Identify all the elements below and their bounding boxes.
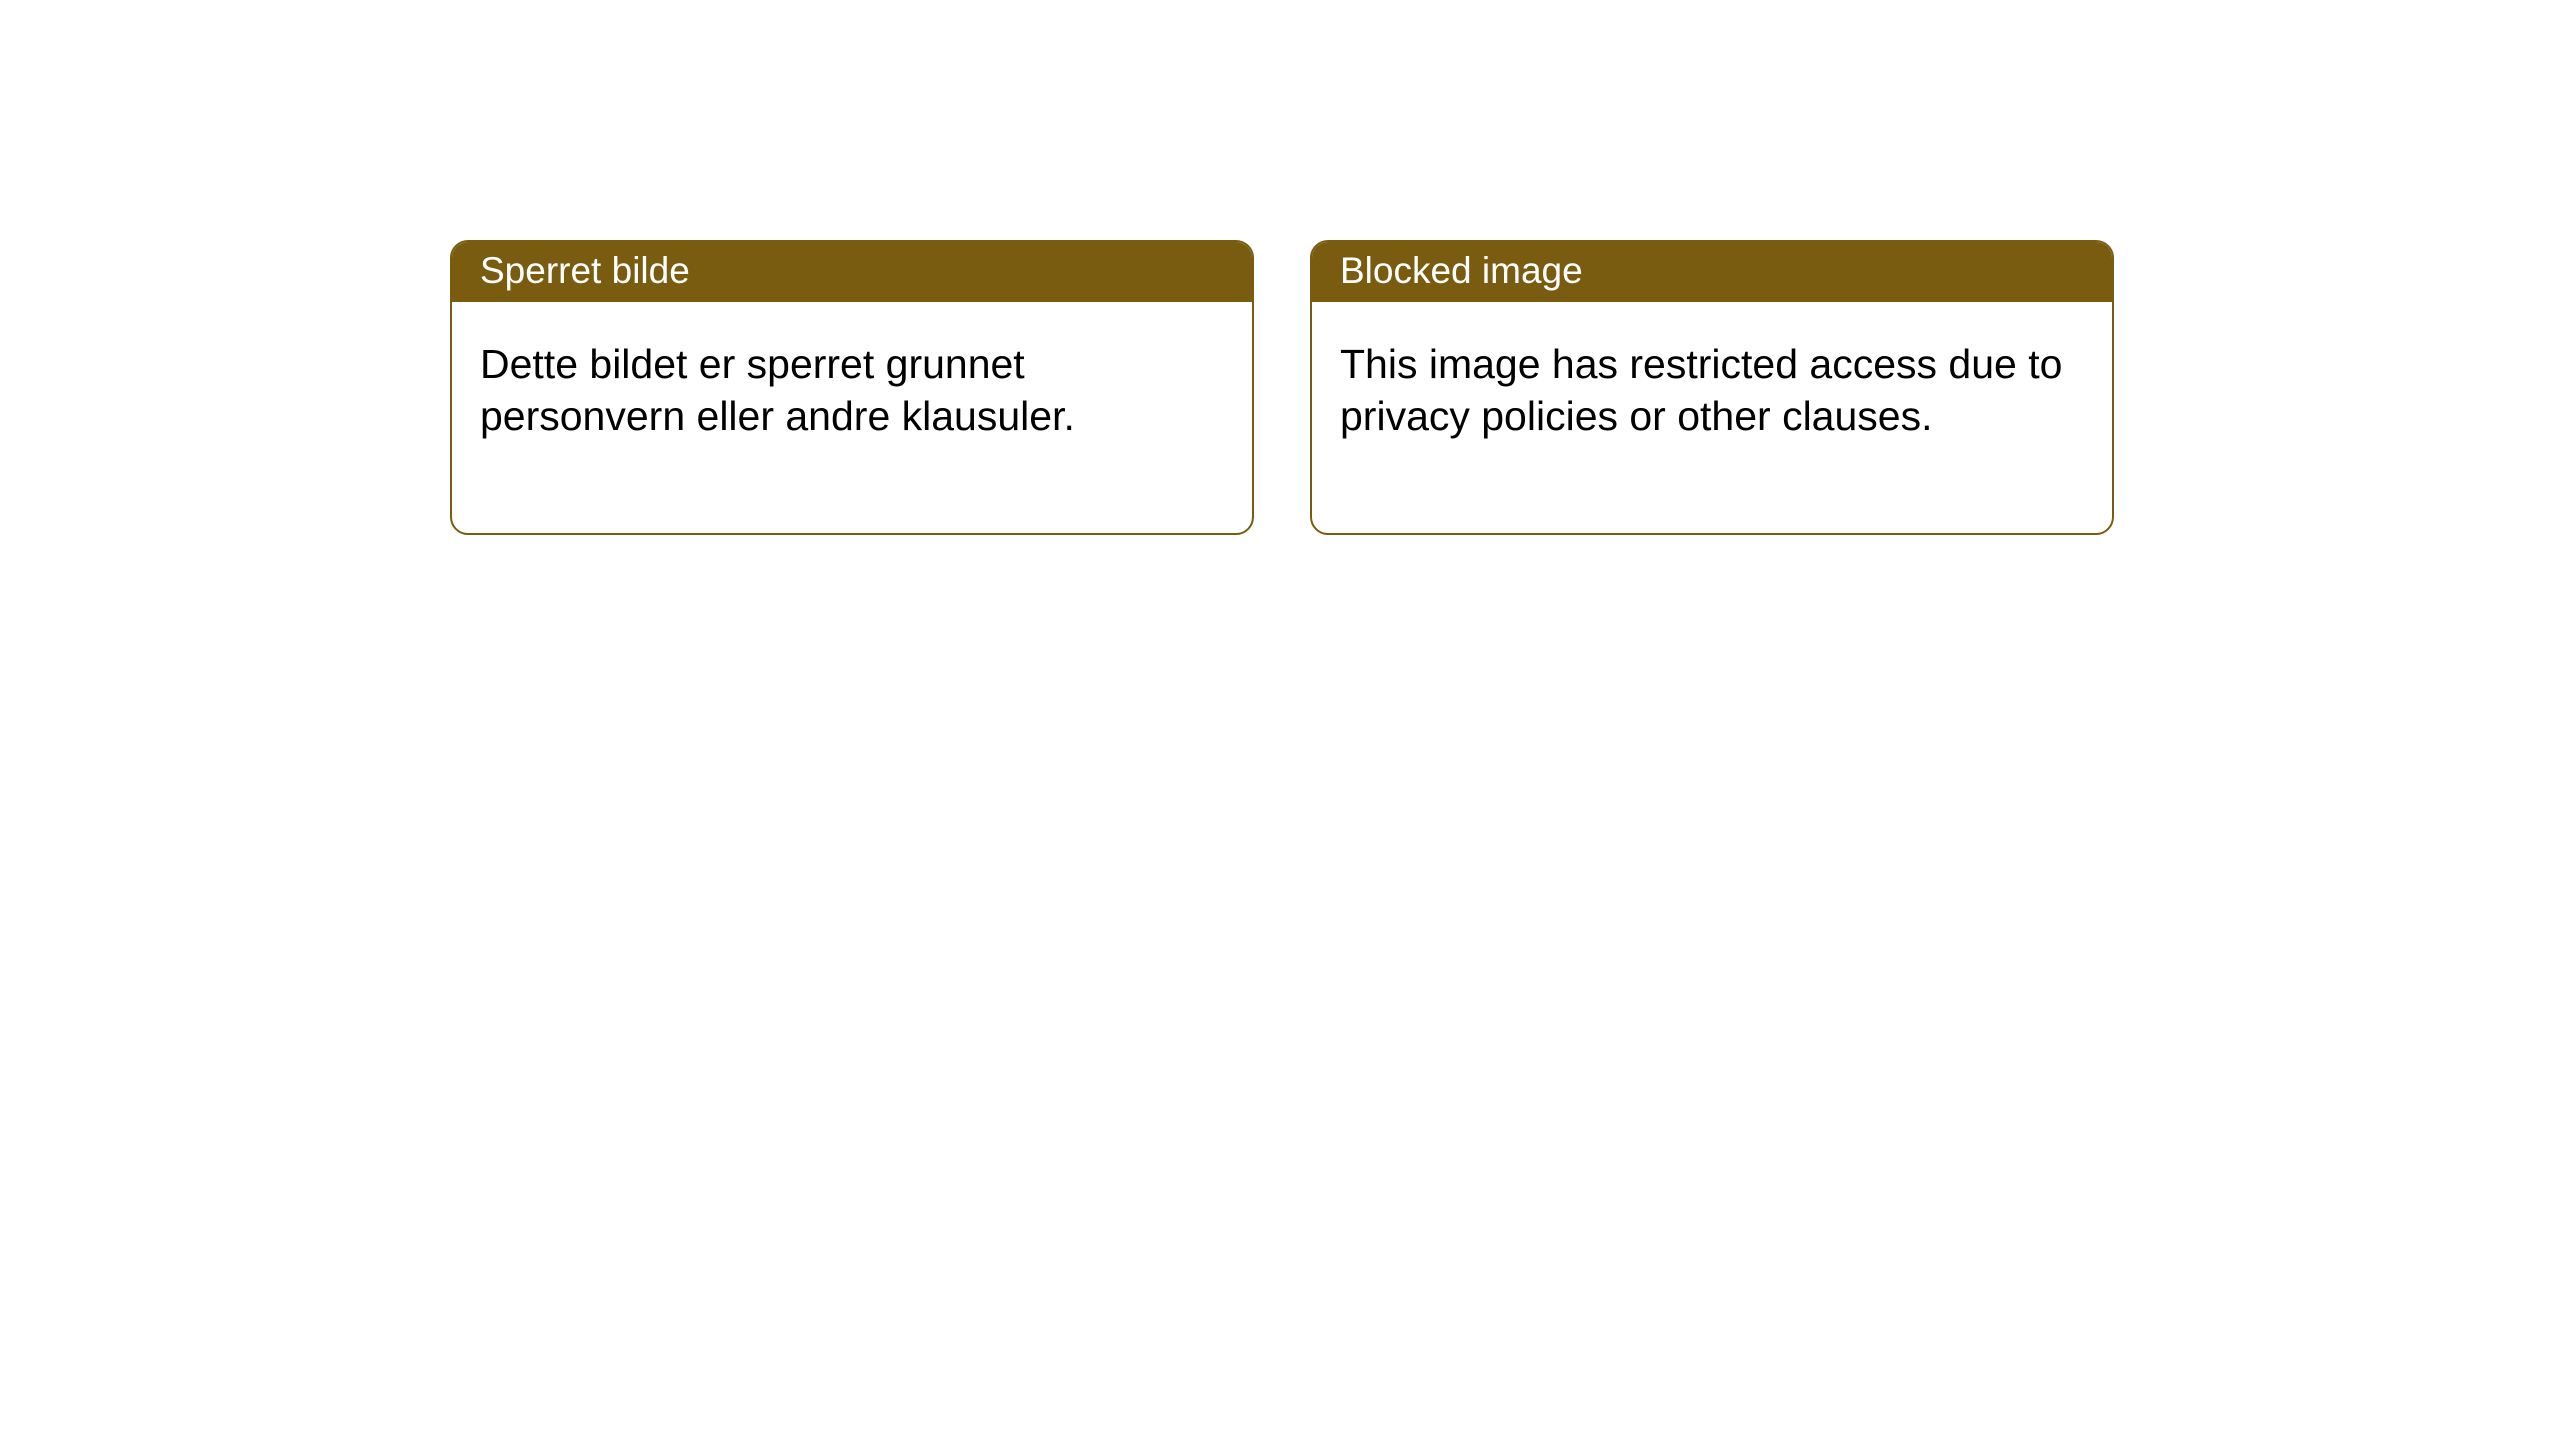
notice-box-en: Blocked image This image has restricted … <box>1310 240 2114 535</box>
notice-header-en: Blocked image <box>1312 242 2112 302</box>
notice-container: Sperret bilde Dette bildet er sperret gr… <box>0 0 2560 535</box>
notice-header-no: Sperret bilde <box>452 242 1252 302</box>
notice-body-no: Dette bildet er sperret grunnet personve… <box>452 302 1252 533</box>
notice-title-no: Sperret bilde <box>480 250 690 291</box>
notice-text-no: Dette bildet er sperret grunnet personve… <box>480 341 1075 439</box>
notice-box-no: Sperret bilde Dette bildet er sperret gr… <box>450 240 1254 535</box>
notice-title-en: Blocked image <box>1340 250 1583 291</box>
notice-body-en: This image has restricted access due to … <box>1312 302 2112 533</box>
notice-text-en: This image has restricted access due to … <box>1340 341 2062 439</box>
